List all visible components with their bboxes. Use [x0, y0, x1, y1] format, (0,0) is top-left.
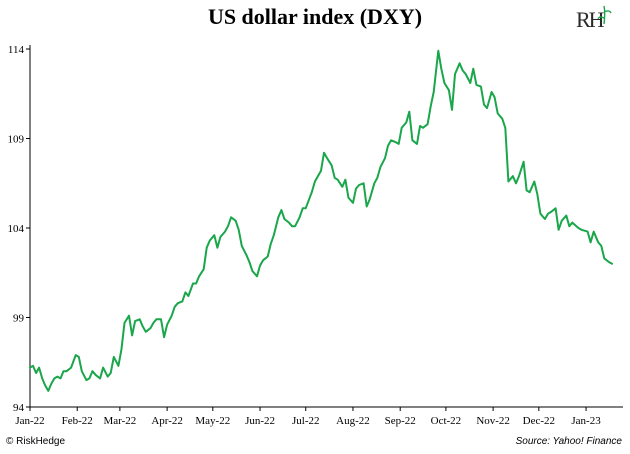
y-tick-label: 99	[13, 313, 25, 325]
x-tick-label: Feb-22	[62, 415, 93, 427]
x-tick-label: Jan-22	[15, 415, 44, 427]
footer-source: Source: Yahoo! Finance	[515, 436, 622, 447]
y-tick-label: 104	[8, 223, 25, 235]
logo-leaf-icon	[597, 5, 612, 25]
x-tick-label: Jan-23	[571, 415, 601, 427]
footer-copyright: © RiskHedge	[6, 436, 66, 447]
x-tick-label: Aug-22	[336, 415, 370, 427]
x-tick-label: Nov-22	[476, 415, 510, 427]
x-tick-label: May-22	[195, 415, 230, 427]
x-tick-label: Mar-22	[103, 415, 136, 427]
x-tick-label: Oct-22	[431, 415, 462, 427]
y-tick-label: 114	[8, 44, 25, 56]
dxy-series-line	[29, 49, 613, 392]
x-tick-label: Dec-22	[523, 415, 555, 427]
y-tick-label: 109	[8, 134, 25, 146]
riskhedge-logo: RH	[576, 5, 612, 32]
x-tick-label: Jul-22	[292, 415, 320, 427]
y-tick-label: 94	[13, 402, 25, 414]
x-tick-label: Apr-22	[151, 415, 183, 427]
logo-text: RH	[576, 7, 605, 32]
x-tick-label: Jun-22	[245, 415, 275, 427]
x-tick-label: Sep-22	[385, 415, 416, 427]
chart-title: US dollar index (DXY)	[207, 4, 423, 29]
